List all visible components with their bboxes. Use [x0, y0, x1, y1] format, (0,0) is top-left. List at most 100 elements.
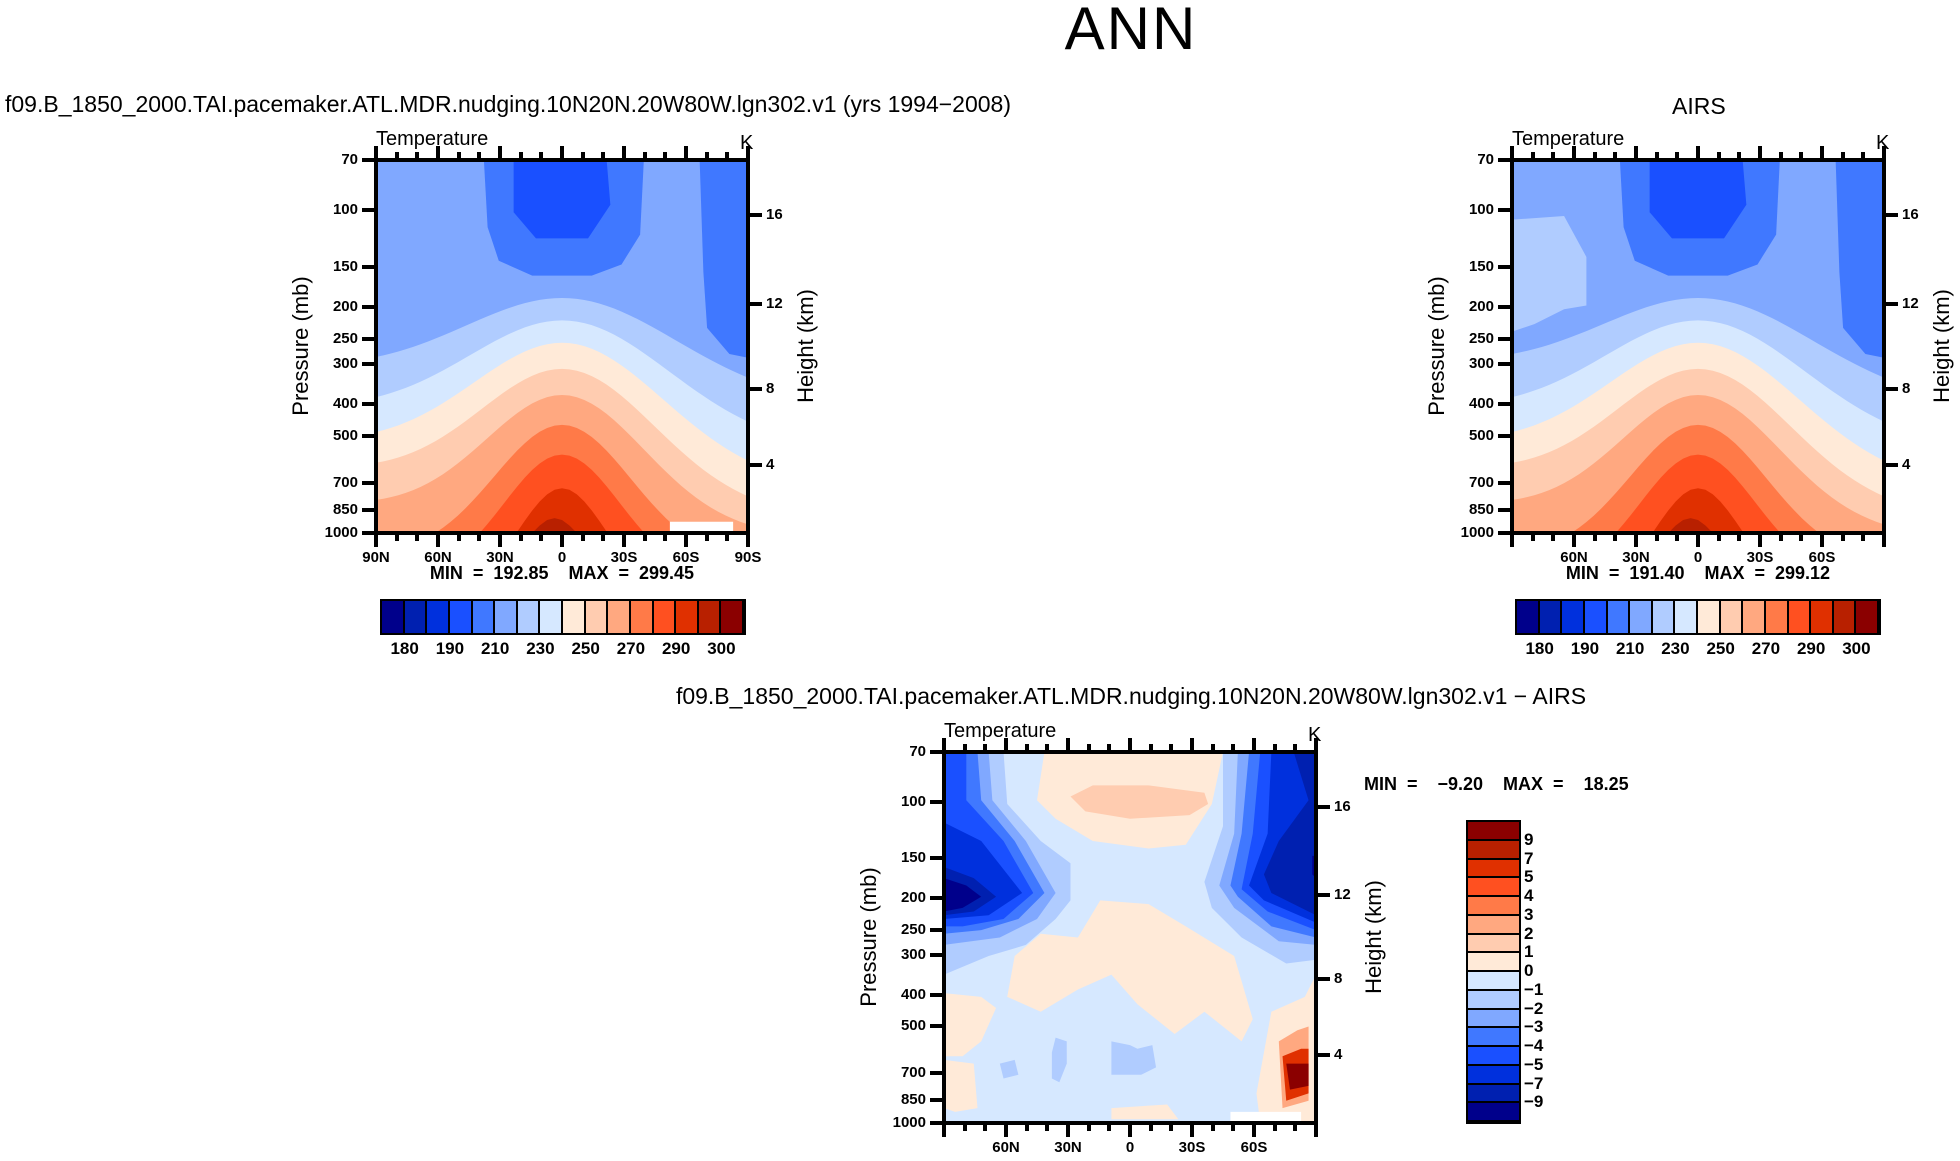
- x-tick: [1272, 1123, 1277, 1131]
- y-tick-label: 300: [332, 355, 358, 373]
- colorbar-box: [1468, 859, 1519, 879]
- y-tick-label: 150: [900, 849, 926, 867]
- colorbar-box: [1856, 601, 1879, 633]
- x-tick: [1799, 533, 1804, 541]
- x-tick: [1148, 1123, 1153, 1131]
- colorbar-box: [1468, 990, 1519, 1010]
- x-tick-top: [1004, 738, 1008, 752]
- x-tick-label: 60S: [1808, 549, 1836, 566]
- y-tick-label: 250: [332, 329, 358, 347]
- y2-tick-label: 16: [1334, 797, 1351, 815]
- x-tick: [1024, 1123, 1029, 1131]
- x-tick-label: 0: [1693, 549, 1703, 566]
- y2-tick-label: 4: [766, 456, 775, 474]
- colorbar-box: [1698, 601, 1721, 633]
- y2-tick: [1884, 463, 1898, 468]
- x-tick-top: [684, 146, 688, 160]
- colorbar-box: [1468, 1028, 1519, 1047]
- y-tick: [1498, 508, 1512, 513]
- colorbar-label: 2: [1524, 923, 1534, 943]
- x-tick: [1066, 1123, 1070, 1137]
- y-tick-label: 250: [900, 920, 926, 938]
- variable-label: Temperature: [376, 128, 489, 150]
- x-tick-top: [1696, 146, 1700, 160]
- colorbar-box: [1630, 601, 1653, 633]
- x-tick-top: [1799, 152, 1804, 160]
- y-tick: [930, 1098, 944, 1103]
- colorbar-label: 210: [1615, 639, 1645, 658]
- contour-band: [1051, 1037, 1067, 1083]
- contour-band: [1111, 1104, 1179, 1120]
- y2-axis-title: Height (km): [793, 288, 818, 403]
- x-tick-label: 90S: [734, 549, 762, 566]
- x-tick: [1758, 533, 1762, 547]
- colorbar-box: [1468, 953, 1519, 972]
- x-tick: [704, 533, 709, 541]
- colorbar-label: −3: [1524, 1017, 1544, 1037]
- y-tick: [1498, 336, 1512, 341]
- contour-band: [513, 160, 611, 239]
- colorbar-box: [1833, 601, 1857, 633]
- y-tick: [1498, 208, 1512, 213]
- contour-band: [1835, 160, 1884, 358]
- x-tick-top: [1882, 146, 1886, 160]
- x-tick: [415, 533, 420, 541]
- y-tick-label: 150: [1468, 257, 1494, 275]
- x-tick-top: [1024, 744, 1029, 752]
- units-label: K: [1308, 724, 1322, 746]
- colorbar-box: [1468, 840, 1519, 860]
- y-tick-label: 100: [332, 201, 358, 219]
- x-tick: [374, 533, 378, 547]
- y-tick: [1498, 362, 1512, 367]
- y-tick: [362, 264, 376, 269]
- x-tick-label: 30N: [1622, 549, 1650, 566]
- units-label: K: [1876, 132, 1890, 154]
- colorbar-label: −7: [1524, 1073, 1544, 1093]
- x-tick-label: 0: [1125, 1139, 1135, 1156]
- difference-colorbar: 9 7 5 4 3 2 1 0 −1 −2 −3 −4 −5 −7 −9: [1466, 820, 1543, 1124]
- x-tick: [1210, 1123, 1215, 1131]
- x-tick-top: [663, 152, 668, 160]
- min-max-label: MIN = 191.40 MAX = 299.12: [1565, 563, 1831, 583]
- colorbar-label: 1: [1524, 942, 1534, 962]
- contour-band: [1230, 1111, 1302, 1123]
- y2-tick: [1316, 893, 1330, 898]
- y-tick-label: 400: [332, 395, 358, 413]
- y-tick-label: 150: [332, 257, 358, 275]
- y-tick-label: 850: [900, 1091, 926, 1109]
- colorbar-box: [517, 601, 541, 633]
- x-tick: [1086, 1123, 1091, 1131]
- x-tick-label: 0: [557, 549, 567, 566]
- colorbar-box: [721, 601, 744, 633]
- x-tick: [1314, 1123, 1318, 1137]
- y-tick: [1498, 264, 1512, 269]
- y-tick-label: 500: [1468, 426, 1494, 444]
- colorbar-label: −4: [1524, 1036, 1544, 1055]
- x-tick: [1530, 533, 1535, 541]
- colorbar-box: [1468, 1103, 1519, 1122]
- x-tick-top: [1861, 152, 1866, 160]
- x-tick-label: 30N: [1054, 1139, 1082, 1156]
- x-tick-top: [1613, 152, 1618, 160]
- y-tick: [1498, 480, 1512, 485]
- colorbar-label: −1: [1524, 979, 1544, 999]
- airs-colorbar: 180 190 210 230 250 270 290 300: [1515, 599, 1881, 658]
- y2-tick: [748, 386, 762, 391]
- y-tick: [362, 336, 376, 341]
- colorbar-box: [1468, 915, 1519, 935]
- contour-band: [1286, 1063, 1309, 1090]
- colorbar-box: [495, 601, 518, 633]
- colorbar-box: [1517, 601, 1540, 633]
- x-tick-top: [601, 152, 606, 160]
- colorbar-label: 5: [1524, 867, 1534, 887]
- x-tick: [456, 533, 461, 541]
- y2-tick-label: 8: [1902, 379, 1911, 397]
- x-tick-top: [1148, 744, 1153, 752]
- x-tick: [642, 533, 647, 541]
- colorbar-box: [698, 601, 722, 633]
- x-tick-top: [1231, 744, 1236, 752]
- model-temperature-plot: Temperature K 70 100 150 200 250 300 400 500 700 85…: [288, 128, 818, 583]
- x-tick-label: 60N: [1560, 549, 1588, 566]
- x-tick: [1190, 1123, 1194, 1137]
- x-tick-top: [1293, 744, 1298, 752]
